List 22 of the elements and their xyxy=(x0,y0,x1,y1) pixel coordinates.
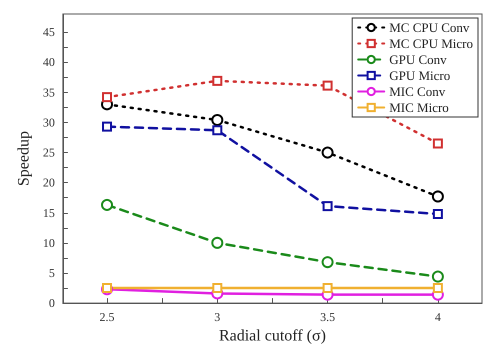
x-tick-label: 3.5 xyxy=(320,310,336,324)
legend-label: GPU Micro xyxy=(389,68,450,83)
x-axis-title: Radial cutoff (σ) xyxy=(218,328,326,344)
y-tick-label: 20 xyxy=(42,176,55,190)
legend-label: MC CPU Conv xyxy=(389,20,470,35)
y-tick-label: 5 xyxy=(48,266,55,280)
y-tick-label: 0 xyxy=(48,296,55,310)
legend-label: MIC Conv xyxy=(389,84,446,99)
y-tick-label: 45 xyxy=(42,25,55,40)
x-tick-label: 4 xyxy=(434,310,441,324)
legend-label: MIC Micro xyxy=(389,100,449,115)
y-tick-label: 25 xyxy=(42,146,55,160)
legend-label: MC CPU Micro xyxy=(389,36,474,51)
y-tick-label: 40 xyxy=(42,55,55,70)
y-tick-label: 15 xyxy=(42,206,55,220)
y-tick-label: 10 xyxy=(42,236,55,250)
y-tick-label: 30 xyxy=(42,115,55,130)
legend-label: GPU Conv xyxy=(389,52,448,67)
y-tick-label: 35 xyxy=(42,85,55,100)
x-tick-label: 3 xyxy=(214,310,220,324)
y-axis-title: Speedup xyxy=(16,130,32,186)
x-tick-label: 2.5 xyxy=(100,310,115,324)
